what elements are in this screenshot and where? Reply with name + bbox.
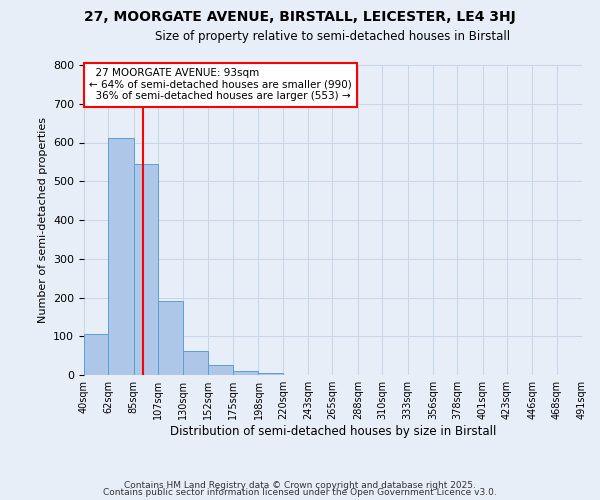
Bar — [259, 373, 283, 375]
Bar — [158, 302, 184, 375]
Title: Size of property relative to semi-detached houses in Birstall: Size of property relative to semi-detach… — [155, 30, 511, 43]
Text: Contains HM Land Registry data © Crown copyright and database right 2025.: Contains HM Land Registry data © Crown c… — [124, 480, 476, 490]
X-axis label: Distribution of semi-detached houses by size in Birstall: Distribution of semi-detached houses by … — [170, 425, 496, 438]
Bar — [233, 371, 259, 375]
Y-axis label: Number of semi-detached properties: Number of semi-detached properties — [38, 117, 47, 323]
Bar — [84, 334, 108, 375]
Bar — [184, 351, 208, 375]
Bar — [208, 364, 233, 375]
Text: 27, MOORGATE AVENUE, BIRSTALL, LEICESTER, LE4 3HJ: 27, MOORGATE AVENUE, BIRSTALL, LEICESTER… — [84, 10, 516, 24]
Text: 27 MOORGATE AVENUE: 93sqm
← 64% of semi-detached houses are smaller (990)
  36% : 27 MOORGATE AVENUE: 93sqm ← 64% of semi-… — [89, 68, 352, 102]
Bar — [108, 138, 134, 375]
Text: Contains public sector information licensed under the Open Government Licence v3: Contains public sector information licen… — [103, 488, 497, 497]
Bar — [134, 164, 158, 375]
